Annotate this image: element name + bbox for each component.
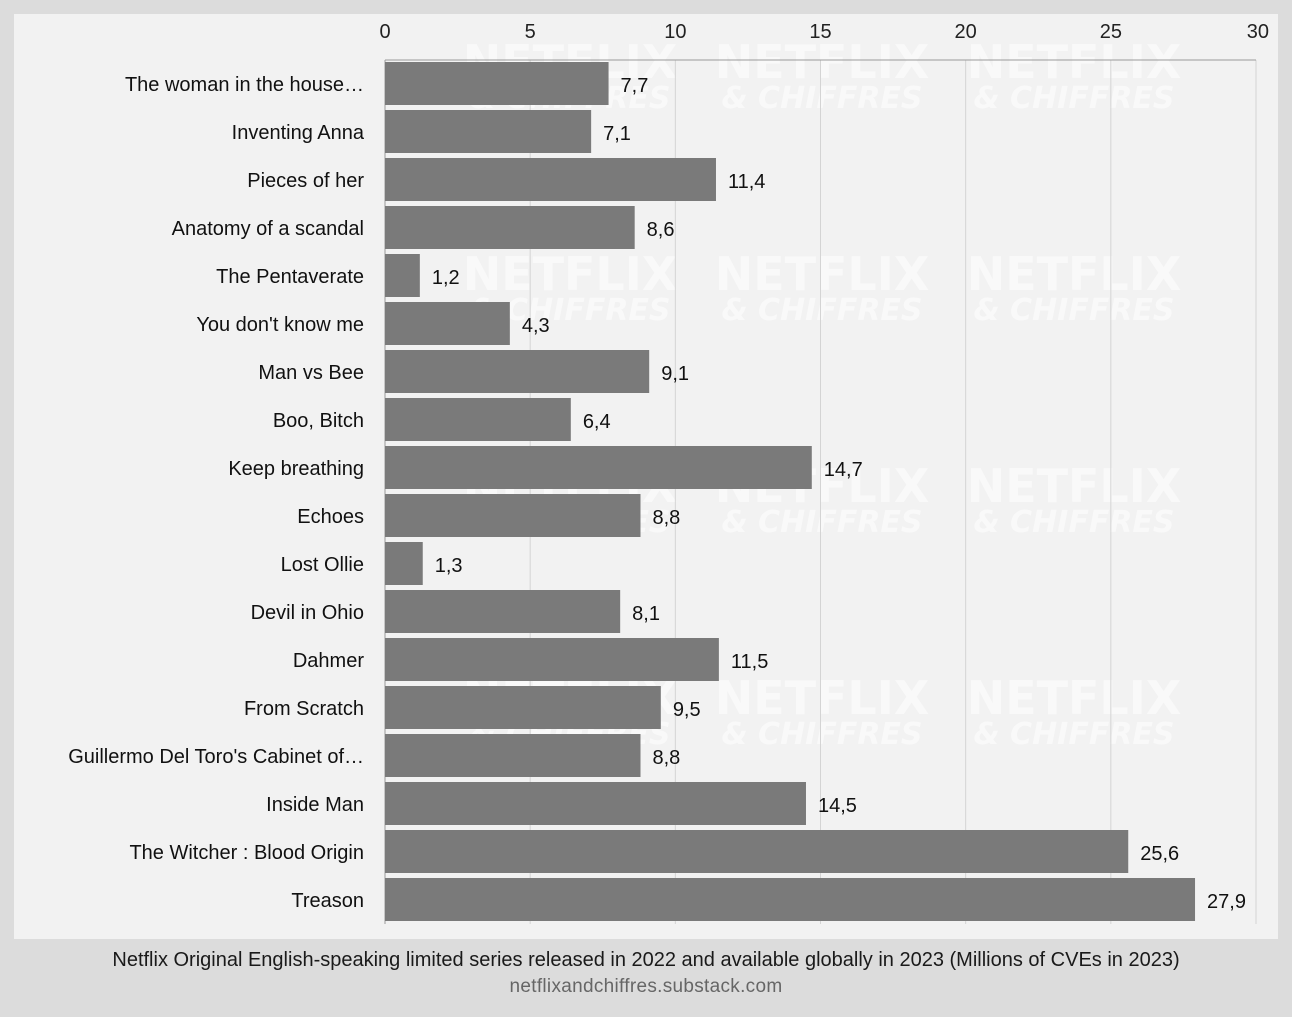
bar [385, 110, 592, 153]
watermark-title: NETFLIX [715, 671, 930, 725]
value-label: 8,1 [632, 603, 660, 625]
category-label: Lost Ollie [281, 554, 364, 576]
x-tick-label: 15 [809, 21, 831, 43]
watermark-subtitle: & CHIFFRES [721, 717, 922, 752]
category-label: Inventing Anna [232, 122, 365, 144]
value-label: 14,5 [818, 795, 857, 817]
x-tick-label: 5 [525, 21, 536, 43]
chart-caption: Netflix Original English-speaking limite… [112, 949, 1180, 971]
bar [385, 254, 420, 297]
watermark-subtitle: & CHIFFRES [721, 293, 922, 328]
source-link[interactable]: netflixandchiffres.substack.com [509, 976, 783, 997]
bar [385, 734, 641, 777]
value-labels: 7,7 7,1 11,4 8,6 1,2 4,3 9,1 6,4 14,7 8,8 1,3 8,1 11… [432, 75, 1246, 913]
value-label: 6,4 [583, 411, 611, 433]
watermark-subtitle: & CHIFFRES [973, 717, 1174, 752]
x-axis-ticks: 0 5 10 15 20 25 30 [379, 21, 1269, 43]
x-tick-label: 30 [1247, 21, 1269, 43]
grid-lines [384, 59, 1257, 924]
category-label: From Scratch [244, 698, 364, 720]
bar [385, 494, 641, 537]
x-tick-label: 20 [955, 21, 977, 43]
category-label: Devil in Ohio [251, 602, 364, 624]
category-label: Guillermo Del Toro's Cabinet of… [68, 746, 364, 768]
bar [385, 542, 423, 585]
category-label: You don't know me [196, 314, 364, 336]
x-tick-label: 0 [379, 21, 390, 43]
watermark-title: NETFLIX [967, 35, 1182, 89]
category-label: Anatomy of a scandal [172, 218, 364, 240]
category-label: Treason [291, 890, 364, 912]
bar [385, 62, 609, 105]
value-label: 7,1 [603, 123, 631, 145]
bar [385, 446, 812, 489]
category-label: Echoes [297, 506, 364, 528]
x-tick-label: 25 [1100, 21, 1122, 43]
bar [385, 830, 1129, 873]
bar [385, 686, 661, 729]
value-label: 8,8 [652, 747, 680, 769]
watermark-title: NETFLIX [715, 247, 930, 301]
watermark-subtitle: & CHIFFRES [973, 293, 1174, 328]
category-label: Inside Man [266, 794, 364, 816]
value-label: 9,5 [673, 699, 701, 721]
value-label: 7,7 [621, 75, 649, 97]
bar [385, 590, 621, 633]
category-label: Man vs Bee [258, 362, 364, 384]
category-label: The Witcher : Blood Origin [129, 842, 364, 864]
watermark-title: NETFLIX [463, 247, 678, 301]
value-label: 8,6 [647, 219, 675, 241]
watermark-subtitle: & CHIFFRES [973, 81, 1174, 116]
watermark-title: NETFLIX [715, 35, 930, 89]
watermark-title: NETFLIX [967, 459, 1182, 513]
category-label: Dahmer [293, 650, 364, 672]
value-label: 14,7 [824, 459, 863, 481]
value-label: 1,3 [435, 555, 463, 577]
category-label: Pieces of her [247, 170, 364, 192]
watermark-subtitle: & CHIFFRES [973, 505, 1174, 540]
bar [385, 206, 635, 249]
category-labels: The woman in the house… Inventing Anna Pie… [68, 74, 365, 912]
value-label: 25,6 [1140, 843, 1179, 865]
category-label: The Pentaverate [216, 266, 364, 288]
value-label: 27,9 [1207, 891, 1246, 913]
value-label: 4,3 [522, 315, 550, 337]
bar [385, 398, 571, 441]
bar [385, 350, 650, 393]
value-label: 11,5 [731, 651, 768, 673]
value-label: 11,4 [728, 171, 765, 193]
bar [385, 782, 806, 825]
watermark-subtitle: & CHIFFRES [721, 81, 922, 116]
watermark-subtitle: & CHIFFRES [721, 505, 922, 540]
category-label: Keep breathing [228, 458, 364, 480]
bar [385, 638, 719, 681]
category-label: The woman in the house… [125, 74, 364, 96]
watermark-title: NETFLIX [967, 671, 1182, 725]
value-label: 8,8 [652, 507, 680, 529]
bar [385, 878, 1196, 921]
bar [385, 158, 716, 201]
value-label: 9,1 [661, 363, 689, 385]
bar [385, 302, 510, 345]
value-label: 1,2 [432, 267, 460, 289]
watermark-title: NETFLIX [967, 247, 1182, 301]
category-label: Boo, Bitch [273, 410, 364, 432]
x-tick-label: 10 [664, 21, 686, 43]
bars [385, 62, 1196, 921]
